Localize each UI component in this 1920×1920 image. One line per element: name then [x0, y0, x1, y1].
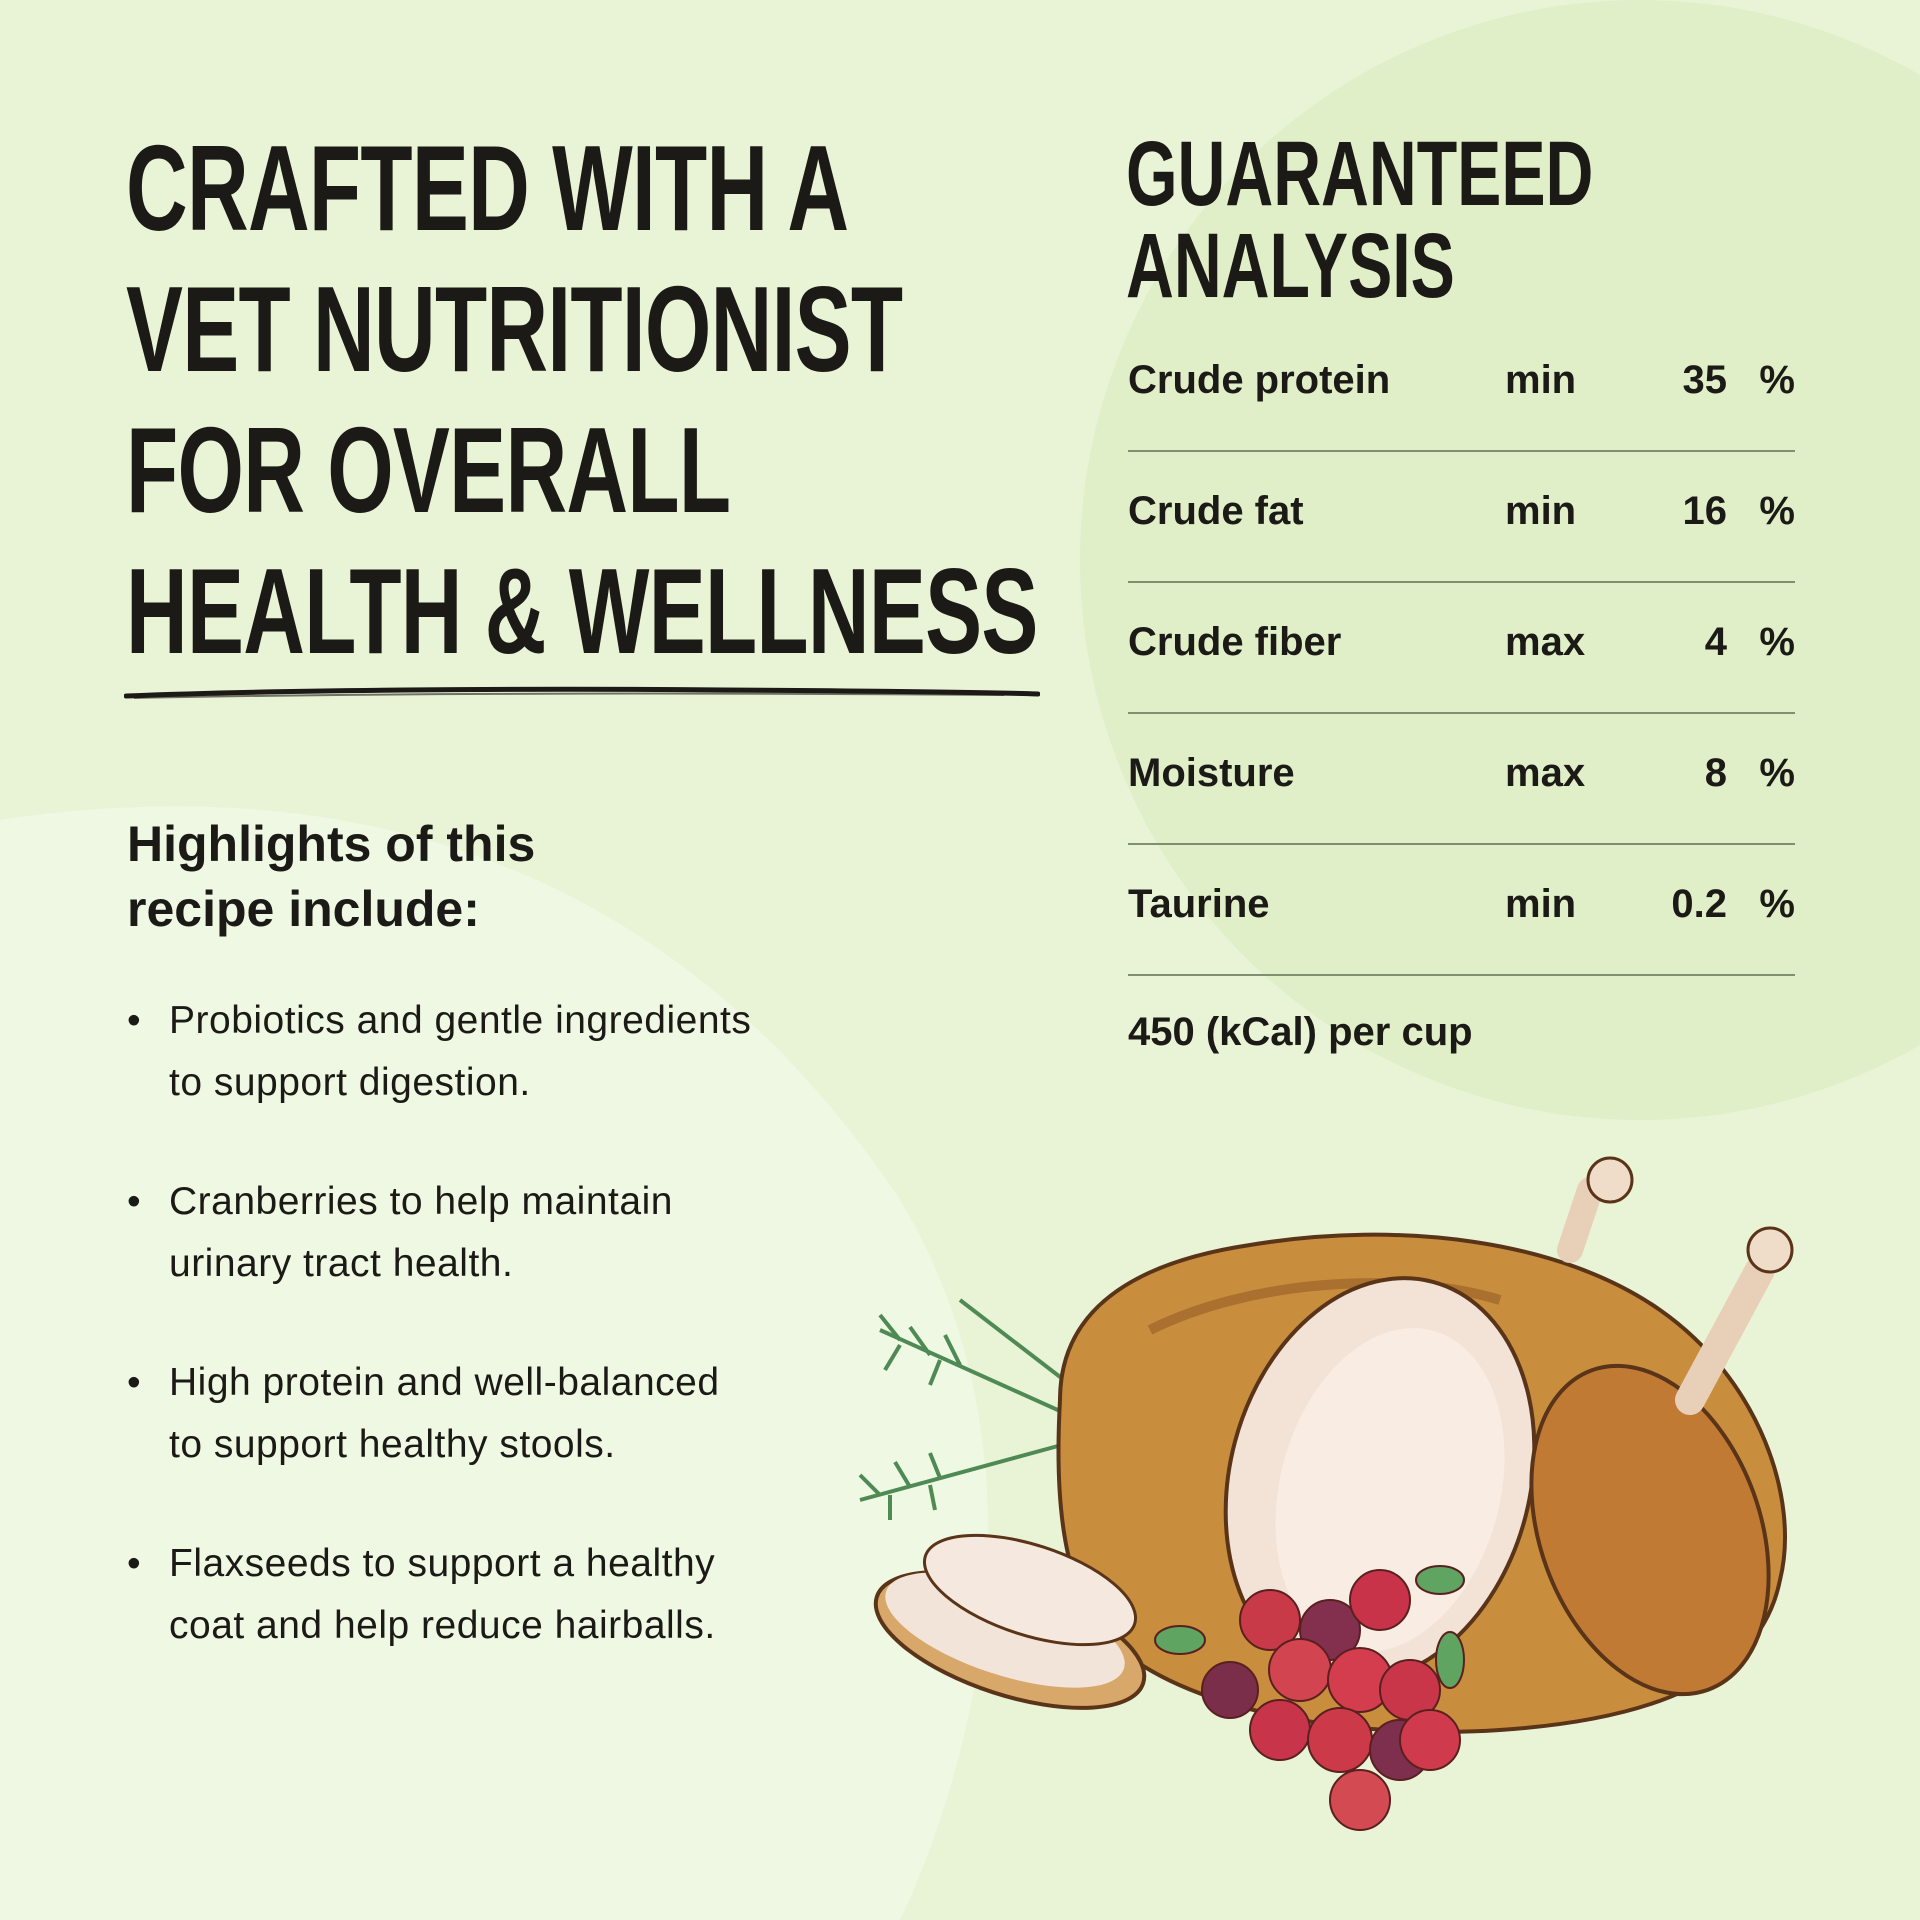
unit: %	[1759, 489, 1795, 533]
unit: %	[1759, 751, 1795, 795]
bullet-icon: •	[127, 999, 142, 1042]
table-row: Taurine min 0.2%	[1128, 845, 1795, 976]
table-row: Crude protein min 35%	[1128, 321, 1795, 452]
unit: %	[1759, 358, 1795, 402]
nutrient: Moisture	[1128, 751, 1295, 795]
turkey-slices	[873, 1533, 1147, 1710]
table-row: Moisture max 8%	[1128, 714, 1795, 845]
analysis-title-line: ANALYSIS	[1126, 215, 1455, 317]
table-row: Crude fat min 16%	[1128, 452, 1795, 583]
table-row: Crude fiber max 4%	[1128, 583, 1795, 714]
bullet-icon: •	[127, 1361, 142, 1404]
analysis-title-line: GUARANTEED	[1126, 123, 1594, 225]
headline-line: VET NUTRITIONIST	[126, 261, 903, 397]
nutrient: Crude protein	[1128, 358, 1391, 402]
unit: %	[1759, 620, 1795, 664]
item-text: High protein and well-balanced	[169, 1361, 720, 1404]
item-text: to support healthy stools.	[169, 1423, 616, 1466]
highlights-title: Highlights of this recipe include:	[127, 812, 535, 942]
nutrient: Crude fat	[1128, 489, 1304, 533]
highlights-list: • Probiotics and gentle ingredients to sup…	[127, 990, 887, 1714]
list-item: • Cranberries to help maintain urinary tra…	[127, 1171, 887, 1295]
unit: %	[1759, 882, 1795, 926]
item-text: to support digestion.	[169, 1061, 531, 1104]
list-item: • Probiotics and gentle ingredients to sup…	[127, 990, 887, 1114]
item-text: Flaxseeds to support a healthy	[169, 1542, 716, 1585]
item-text: urinary tract health.	[169, 1242, 514, 1285]
item-text: Probiotics and gentle ingredients	[169, 999, 752, 1042]
cranberries-icon	[1154, 1565, 1465, 1831]
highlights-title-line: recipe include:	[127, 881, 480, 937]
qualifier: max	[1505, 620, 1586, 664]
qualifier: min	[1505, 882, 1577, 926]
value: 0.2	[1671, 882, 1727, 926]
nutrient: Crude fiber	[1128, 620, 1342, 664]
qualifier: min	[1505, 489, 1577, 533]
nutrient: Taurine	[1128, 882, 1270, 926]
rosemary-icon	[858, 1298, 1092, 1520]
headline-line: HEALTH & WELLNESS	[126, 543, 1038, 679]
bullet-icon: •	[127, 1542, 142, 1585]
value: 8	[1704, 751, 1727, 795]
headline-line: FOR OVERALL	[126, 402, 731, 538]
headline-line: CRAFTED WITH A	[126, 120, 849, 256]
qualifier: min	[1505, 358, 1577, 402]
brush-underline	[124, 686, 1040, 699]
bullet-icon: •	[127, 1180, 142, 1223]
analysis-table: Crude protein min 35% Crude fat min 16% Crud…	[1128, 321, 1795, 976]
drumstick	[1529, 1363, 1771, 1697]
value: 4	[1704, 620, 1727, 664]
list-item: • High protein and well-balanced to suppor…	[127, 1352, 887, 1476]
highlights-title-line: Highlights of this	[127, 816, 536, 872]
value: 16	[1682, 489, 1728, 533]
item-text: Cranberries to help maintain	[169, 1180, 673, 1223]
headline: CRAFTED WITH A VET NUTRITIONIST FOR OVER…	[126, 118, 1428, 682]
qualifier: max	[1505, 751, 1586, 795]
item-text: coat and help reduce hairballs.	[169, 1604, 716, 1647]
analysis-title: GUARANTEED ANALYSIS	[1126, 128, 1775, 312]
calories: 450 (kCal) per cup	[1128, 1010, 1473, 1054]
list-item: • Flaxseeds to support a healthy coat and …	[127, 1533, 887, 1657]
value: 35	[1682, 358, 1728, 402]
